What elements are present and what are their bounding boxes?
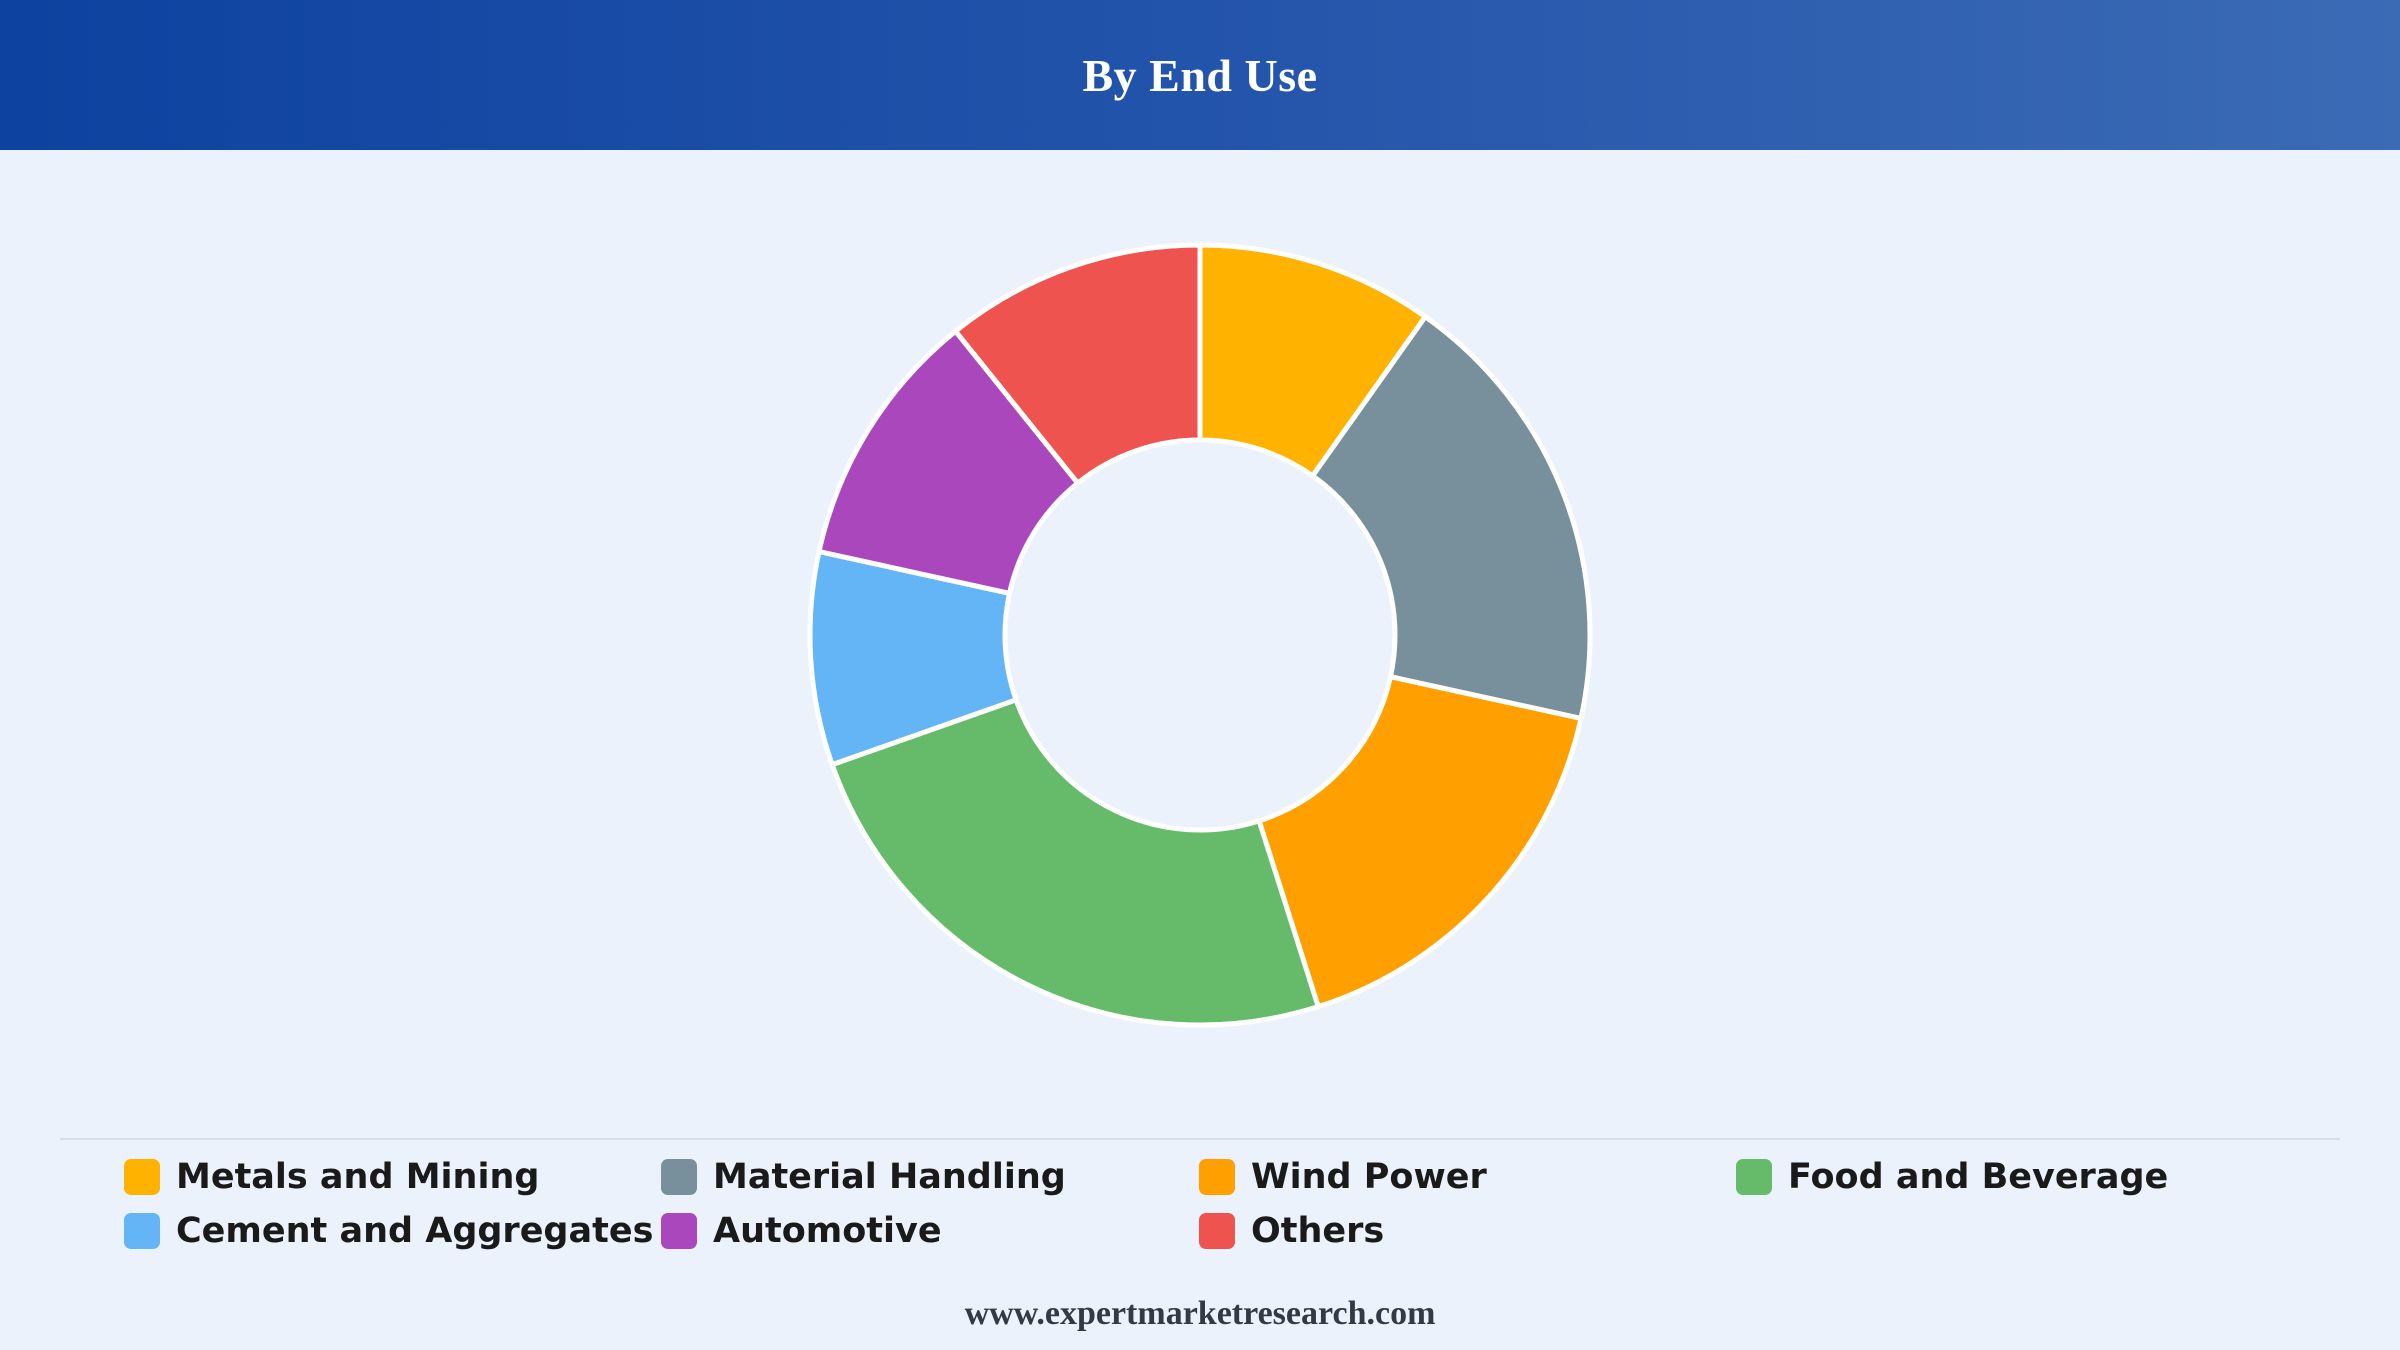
legend-label: Material Handling [713,1157,1066,1197]
legend-swatch [1736,1159,1772,1195]
donut-slice-others [953,242,1203,486]
donut-slice-automotive [816,328,1081,596]
legend-divider [60,1138,2340,1140]
donut-slice-food-and-beverage [829,697,1321,1028]
legend-item-automotive: Automotive [661,1206,942,1256]
legend-swatch [124,1213,160,1249]
legend-label: Food and Beverage [1788,1157,2169,1197]
legend-label: Others [1251,1211,1385,1251]
donut-chart [807,242,1593,1028]
legend-swatch [1199,1159,1235,1195]
chart-title: By End Use [1082,49,1318,101]
legend-label: Cement and Aggregates [176,1211,654,1251]
donut-slices [807,242,1593,1028]
legend-label: Automotive [713,1211,942,1251]
header-banner: By End Use [0,0,2400,150]
legend-swatch [1199,1213,1235,1249]
legend-item-others: Others [1199,1206,1384,1256]
legend-label: Wind Power [1251,1157,1487,1197]
legend-item-material-handling: Material Handling [661,1152,1066,1202]
legend-item-food-and-beverage: Food and Beverage [1736,1152,2168,1202]
donut-slice-wind-power [1256,674,1584,1010]
legend-item-wind-power: Wind Power [1199,1152,1487,1202]
legend-swatch [124,1159,160,1195]
footer-website: www.expertmarketresearch.com [964,1295,1436,1332]
chart-legend: Metals and Mining Material Handling Wind P… [124,1152,2304,1262]
legend-item-metals-and-mining: Metals and Mining [124,1152,539,1202]
legend-label: Metals and Mining [176,1157,540,1197]
donut-slice-material-handling [1310,314,1593,721]
legend-swatch [661,1159,697,1195]
legend-swatch [661,1213,697,1249]
legend-item-cement-and-aggregates: Cement and Aggregates [124,1206,653,1256]
